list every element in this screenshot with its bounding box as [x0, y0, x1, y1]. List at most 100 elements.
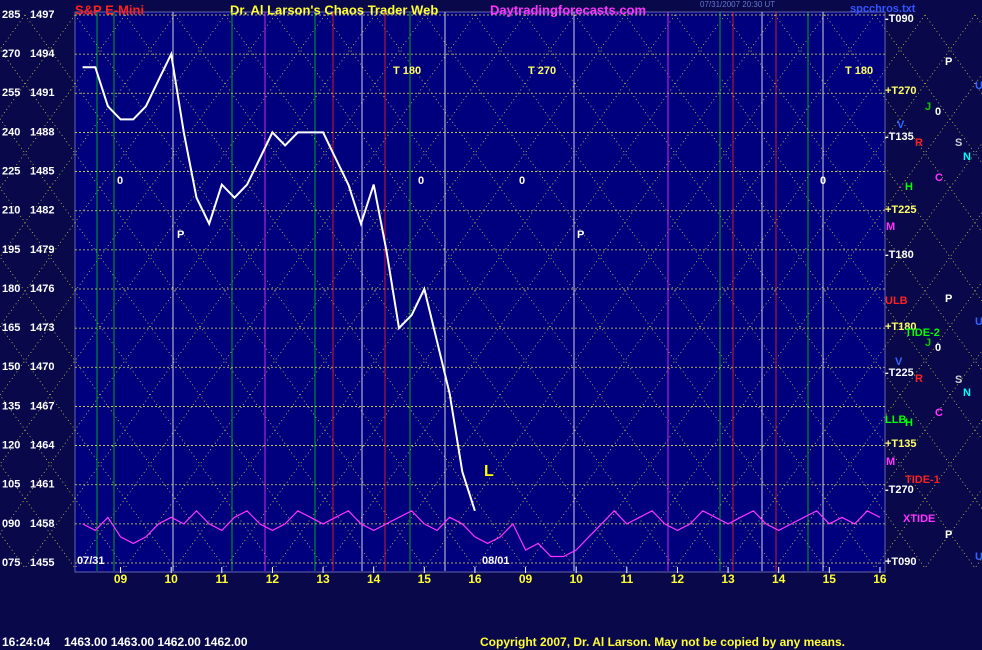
annotation: -T225	[885, 367, 914, 379]
timestamp: 07/31/2007 20:30 UT	[700, 0, 775, 9]
decor-diagonal	[0, 325, 176, 569]
annotation: R	[915, 137, 923, 149]
x-tick-label: 10	[570, 572, 584, 586]
decor-diagonal	[674, 142, 982, 569]
y-tick-label: 1479	[30, 244, 54, 256]
annotation: V	[895, 356, 903, 368]
decor-diagonal	[0, 48, 376, 569]
decor-diagonal	[174, 14, 576, 569]
x-tick-label: 14	[772, 572, 786, 586]
y-tick-label: 1485	[30, 165, 54, 177]
annotation: 0	[820, 175, 826, 187]
x-tick-label: 13	[721, 572, 735, 586]
annotation: M	[886, 221, 895, 233]
decor-diagonal	[74, 14, 476, 569]
site-title: Dr. Al Larson's Chaos Trader Web	[230, 2, 438, 17]
annotation: H	[905, 417, 913, 429]
annotation: P	[945, 293, 952, 305]
symbol: S&P E-Mini	[75, 2, 144, 17]
y-tick-label: 1491	[30, 87, 54, 99]
x-tick-label: 09	[519, 572, 533, 586]
annotation: C	[935, 172, 943, 184]
annotation: +T225	[885, 204, 917, 216]
annotation: 0	[935, 342, 941, 354]
annotation: +T135	[885, 438, 917, 450]
x-tick-label: 11	[620, 572, 633, 586]
decor-diagonal	[374, 14, 776, 569]
annotation: S	[955, 374, 962, 386]
y-tick-label: 1455	[30, 557, 54, 569]
url[interactable]: Daytradingforecasts.com	[490, 2, 646, 17]
y-tick-label: 1467	[30, 400, 54, 412]
annotation: N	[963, 387, 971, 399]
decor-diagonal	[424, 14, 826, 569]
decor-diagonal	[424, 14, 826, 569]
y-tick-label: 1494	[30, 48, 55, 60]
y2-tick-label: 285	[2, 9, 20, 21]
annotation: 0	[418, 175, 424, 187]
decor-diagonal	[0, 187, 276, 569]
decor-diagonal	[224, 14, 626, 569]
annotation: 0	[935, 106, 941, 118]
decor-diagonal	[274, 14, 676, 569]
decor-diagonal	[774, 281, 982, 569]
x-tick-label: 13	[316, 572, 330, 586]
decor-diagonal	[0, 14, 376, 535]
y2-tick-label: 195	[2, 244, 20, 256]
annotation: P	[945, 529, 952, 541]
decor-diagonal	[24, 14, 426, 569]
annotation: 07/31	[77, 555, 105, 567]
y-tick-label: 1461	[30, 479, 54, 491]
y2-tick-label: 270	[2, 48, 20, 60]
annotation: +T090	[885, 556, 917, 568]
annotation: U	[975, 80, 982, 92]
annotation: L	[484, 463, 494, 480]
y2-tick-label: 240	[2, 126, 20, 138]
annotation: T 180	[393, 65, 421, 77]
decor-diagonal	[574, 14, 976, 569]
y-tick-label: 1464	[30, 439, 55, 451]
annotation: +T180	[885, 321, 917, 333]
annotation: 0	[519, 175, 525, 187]
x-tick-label: 09	[114, 572, 128, 586]
series-line	[82, 50, 476, 512]
decor-diagonal	[224, 14, 626, 569]
x-tick-label: 15	[823, 572, 837, 586]
decor-diagonal	[524, 14, 926, 569]
annotation: -T270	[885, 484, 914, 496]
decor-diagonal	[0, 118, 326, 569]
decor-diagonal	[174, 14, 576, 569]
x-tick-label: 10	[165, 572, 179, 586]
decor-diagonal	[324, 14, 726, 569]
decor-diagonal	[474, 14, 876, 569]
decor-diagonal	[24, 14, 426, 569]
y-tick-label: 1488	[30, 126, 54, 138]
y-tick-label: 1476	[30, 283, 54, 295]
file-name: spcchros.txt	[850, 3, 916, 15]
annotation: S	[955, 137, 962, 149]
x-tick-label: 14	[367, 572, 381, 586]
annotation: P	[177, 229, 184, 241]
y2-tick-label: 225	[2, 165, 20, 177]
y-tick-label: 1458	[30, 518, 54, 530]
annotation: V	[897, 119, 905, 131]
decor-diagonal	[0, 394, 126, 569]
decor-diagonal	[874, 419, 982, 569]
y2-tick-label: 105	[2, 479, 20, 491]
decor-diagonal	[274, 14, 676, 569]
annotation: U	[975, 316, 982, 328]
x-tick-label: 12	[671, 572, 685, 586]
y2-tick-label: 120	[2, 439, 20, 451]
annotation: +T270	[885, 85, 917, 97]
y2-tick-label: 150	[2, 361, 20, 373]
annotation: R	[915, 373, 923, 385]
annotation: ULB	[885, 295, 908, 307]
plot-area	[74, 11, 886, 573]
annotation: H	[905, 181, 913, 193]
quotes: 1463.00 1463.00 1462.00 1462.00	[64, 635, 248, 649]
y2-tick-label: 210	[2, 205, 20, 217]
y-tick-label: 1497	[30, 9, 54, 21]
annotation: P	[945, 56, 952, 68]
y2-tick-label: 180	[2, 283, 20, 295]
